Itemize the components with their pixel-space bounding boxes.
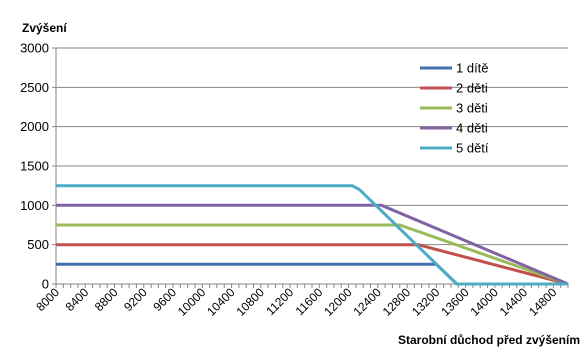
x-tick-label: 13600	[438, 285, 472, 319]
x-tick-label: 9200	[121, 285, 150, 314]
legend: 1 dítě 2 děti 3 děti 4 děti 5 dětí	[420, 61, 489, 156]
y-tick-label: 1000	[20, 198, 49, 213]
x-tick-label: 12000	[321, 285, 355, 319]
series-line	[56, 203, 569, 286]
x-tick-label: 14800	[526, 285, 560, 319]
legend-label: 2 děti	[456, 81, 488, 96]
x-tick-label: 8400	[63, 285, 92, 314]
x-tick-label: 14400	[497, 285, 531, 319]
legend-label: 5 dětí	[456, 141, 489, 156]
series-line	[56, 184, 568, 286]
y-axis-ticks: 0 500 1000 1500 2000 2500 3000	[20, 41, 56, 292]
legend-label: 1 dítě	[456, 61, 489, 76]
gridlines	[56, 47, 568, 246]
series-line	[56, 223, 569, 286]
y-tick-label: 2500	[20, 80, 49, 95]
legend-label: 4 děti	[456, 121, 488, 136]
y-axis-title: Zvýšení	[22, 21, 67, 35]
x-tick-label: 13200	[409, 285, 443, 319]
x-tick-label: 10000	[175, 285, 209, 319]
y-tick-label: 1500	[20, 159, 49, 174]
x-tick-label: 8800	[92, 285, 121, 314]
x-tick-label: 14000	[467, 285, 501, 319]
x-tick-label: 12800	[380, 285, 414, 319]
x-tick-label: 12400	[350, 285, 384, 319]
series-line	[56, 262, 568, 286]
y-tick-label: 2000	[20, 119, 49, 134]
x-tick-label: 11200	[263, 285, 296, 318]
x-tick-label: 10800	[233, 285, 267, 319]
x-axis-ticks: 8000 8400 8800 9200 960010000104001080011200…	[33, 284, 569, 319]
y-tick-label: 500	[27, 237, 49, 252]
x-tick-label: 10400	[204, 285, 238, 319]
x-tick-label: 8000	[33, 285, 62, 314]
legend-label: 3 děti	[456, 101, 488, 116]
series-lines	[56, 184, 569, 286]
y-tick-label: 3000	[20, 41, 49, 56]
x-axis-title: Starobní důchod před zvýšením	[398, 333, 580, 347]
x-tick-label: 11600	[293, 285, 326, 318]
y-tick-label: 0	[42, 277, 49, 292]
